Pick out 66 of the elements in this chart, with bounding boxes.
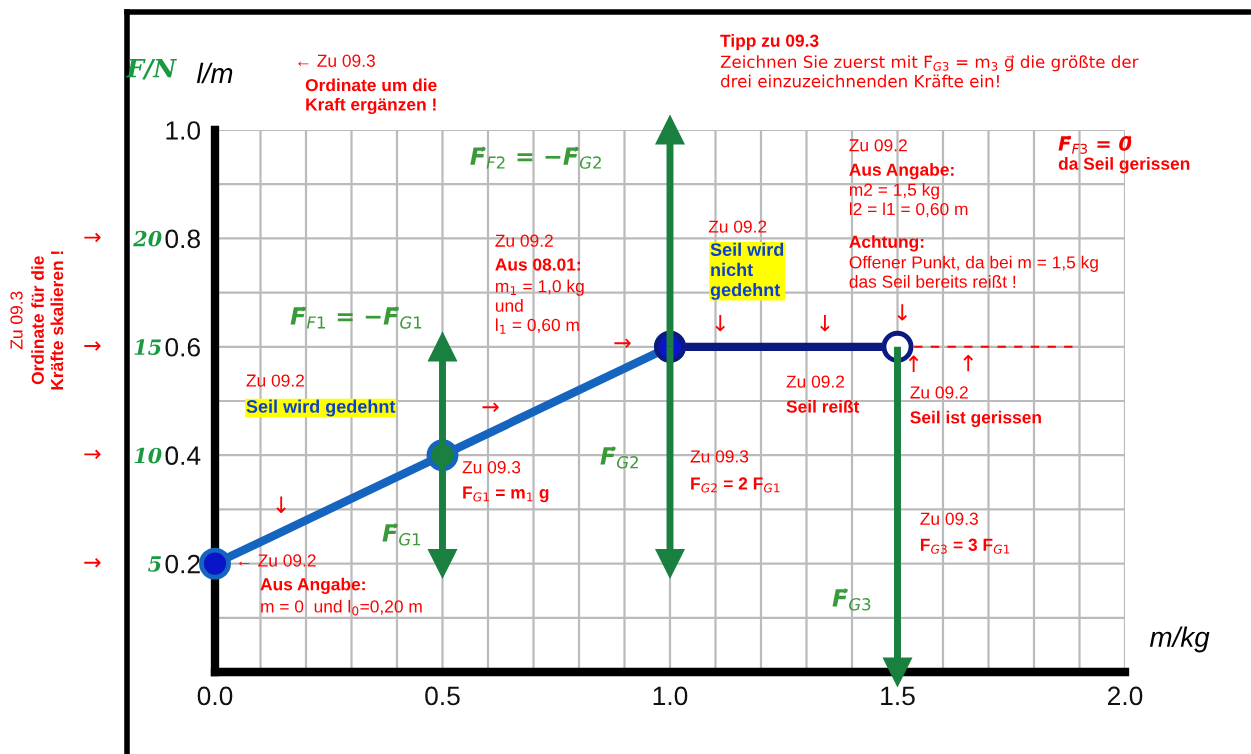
annotation: ↓ (715, 315, 725, 332)
series-label: F⃗$_{F1}$ = −F⃗$_{G1}$ (290, 306, 422, 329)
annotation: Zu 09.2 (495, 234, 553, 247)
series-label: F⃗$_{G2}$ (600, 446, 638, 469)
annotation: Seil reißt (786, 399, 860, 413)
annotation: Zu 09.2 (910, 386, 968, 399)
y-axis-title: l/m (196, 62, 233, 84)
annotation: m$_{1}$ = 1,0 kg und l$_{1}$ = 0,60 m (495, 279, 584, 334)
annotation: Seil wird gedehnt (246, 399, 396, 417)
text: → (84, 558, 101, 568)
annotation: Zu 09.2 (708, 220, 767, 233)
x-axis-title: m/kg (1149, 626, 1210, 653)
annotation: ← Zu 09.2 (239, 554, 316, 567)
y-tick-label: 0.8 (165, 229, 200, 249)
text: ← Zu 09.3 (298, 54, 375, 67)
annotation: ↑ (908, 355, 919, 372)
annotation: Aus 08.01: (495, 258, 580, 271)
annotation: Offener Punkt, da bei m = 1,5 kg das Seil bereits reißt ! (849, 255, 1098, 288)
text: → (84, 449, 101, 460)
x-tick-label: 0.5 (425, 686, 460, 706)
x-tick-label: 2.0 (1107, 686, 1143, 706)
annotation: ↓ (276, 496, 286, 513)
annotation: Achtung: (849, 235, 924, 252)
annotation: Seil wird nicht gedehnt (710, 242, 784, 300)
text: Zu 09.3 (10, 291, 23, 350)
text: Ordinate um die Kraft ergänzen ! (305, 78, 437, 115)
text: → (84, 341, 101, 351)
annotation: F⃗$_{F3}$ = 0⃗ (1058, 135, 1132, 154)
annotation: ↓ (820, 315, 830, 332)
x-tick-label: 1.0 (653, 686, 688, 706)
text: F⃗$_{F2}$ = −F⃗$_{G2}$ (470, 146, 601, 169)
annotation: F$_{G2}$ = 2 F$_{G1}$ (691, 477, 780, 493)
annotation: ↑ (963, 355, 973, 372)
annotation: Zu 09.2 (849, 139, 907, 152)
y2-tick-label: 5 (148, 556, 161, 572)
y-tick-label: 0.4 (165, 446, 201, 466)
annotation: Zu 09.2 (786, 375, 845, 388)
text: Zeichnen Sie zuerst mit F⃗$_{G3}$ = m$_{3}$ g⃗ die größte der drei einzuzeichnenden Kräfte ein! (720, 55, 1139, 88)
annotation: → (482, 402, 499, 412)
annotation: m = 0 und l$_{0}$=0,20 m (261, 599, 422, 616)
text: Ordinate für die Kräfte skalieren ! (31, 251, 64, 390)
annotation: Seil ist gerissen (910, 410, 1041, 428)
annotation: F$_{G3}$ = 3 F$_{G1}$ (920, 538, 1010, 554)
annotation: Aus Angabe: (260, 577, 365, 594)
annotation: Zu 09.3 (920, 512, 978, 525)
text: → (84, 232, 101, 243)
y-tick-label: 0.2 (165, 554, 200, 574)
y2-tick-label: 20 (133, 230, 162, 247)
annotation: F$_{G1}$ = m$_{1}$ g (463, 486, 549, 503)
annotation: m2 = 1,5 kg l2 = l1 = 0,60 m (849, 183, 968, 218)
series-label: F⃗$_{G3}$ (832, 588, 871, 611)
annotation: Zu 09.3 (462, 461, 521, 474)
annotation: Zu 09.2 (246, 374, 304, 387)
x-tick-label: 0.0 (197, 686, 233, 706)
x-tick-label: 1.5 (881, 686, 915, 706)
annotation: → (614, 338, 631, 349)
text: Tipp zu 09.3 (720, 34, 819, 51)
series-label: F⃗$_{G1}$ (382, 523, 421, 546)
annotation: ↓ (897, 304, 907, 321)
y-tick-label: 1.0 (166, 121, 201, 140)
y2-tick-label: 10 (134, 447, 162, 464)
y2-tick-label: 15 (134, 339, 161, 356)
y-tick-label: 0.6 (165, 337, 200, 357)
annotation: da Seil gerissen (1058, 157, 1190, 174)
annotation: Aus Angabe: (849, 163, 954, 180)
annotation: Zu 09.3 (690, 450, 749, 463)
